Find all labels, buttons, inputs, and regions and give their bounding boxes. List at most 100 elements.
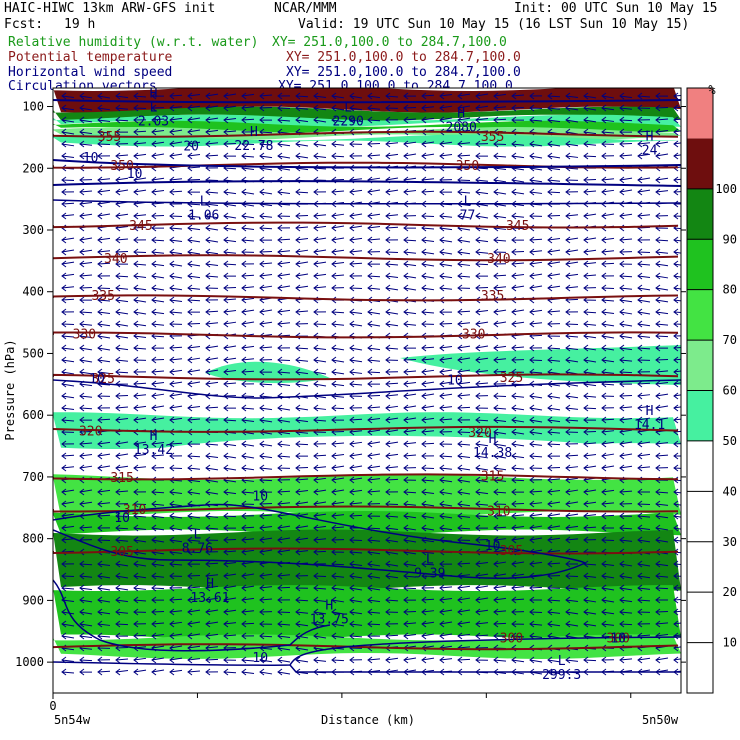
vector-arrow — [277, 152, 291, 160]
vector-arrow — [151, 524, 165, 532]
vector-arrow — [457, 380, 471, 388]
vector-arrow — [133, 260, 147, 268]
theta-contour — [53, 130, 679, 138]
vector-arrow — [475, 116, 489, 124]
vector-arrow — [673, 356, 681, 364]
vector-arrow — [169, 560, 183, 568]
vector-arrow — [151, 116, 165, 124]
vector-arrow — [115, 488, 129, 496]
vector-arrow — [655, 272, 669, 280]
vector-arrow — [529, 140, 543, 148]
vector-arrow — [205, 488, 219, 496]
vector-arrow — [295, 476, 309, 484]
vector-arrow — [529, 356, 543, 364]
vector-arrow — [511, 116, 525, 124]
extremum-value: 22.78 — [234, 139, 273, 154]
vector-arrow — [367, 452, 381, 460]
vector-arrow — [259, 608, 273, 616]
vector-arrow — [169, 320, 183, 328]
vector-arrow — [655, 92, 669, 100]
vector-arrow — [619, 416, 633, 424]
vector-arrow — [187, 596, 201, 604]
vector-arrow — [205, 104, 219, 112]
vector-arrow — [457, 428, 471, 436]
vector-arrow — [457, 308, 471, 316]
vector-arrow — [457, 368, 471, 376]
vector-arrow — [133, 464, 147, 472]
wind-contour-sfc — [53, 636, 681, 667]
y-tick-label: 400 — [22, 285, 44, 299]
vector-arrow — [385, 356, 399, 364]
vector-arrow — [169, 224, 183, 232]
vector-arrow — [529, 236, 543, 244]
vector-arrow — [547, 188, 561, 196]
vector-arrow — [295, 92, 309, 100]
vector-arrow — [457, 464, 471, 472]
theta-label: 300 — [606, 631, 629, 646]
vector-arrow — [565, 392, 579, 400]
vector-arrow — [61, 632, 75, 640]
vector-arrow — [133, 416, 147, 424]
vector-arrow — [61, 140, 75, 148]
vector-arrow — [673, 572, 681, 580]
vector-arrow — [475, 356, 489, 364]
vector-arrow — [403, 476, 417, 484]
vector-arrow — [223, 380, 237, 388]
vector-arrow — [61, 524, 75, 532]
vector-arrow — [511, 344, 525, 352]
vector-arrow — [205, 92, 219, 100]
colorbar-tick-label: 70 — [723, 333, 737, 347]
vector-arrow — [439, 416, 453, 424]
vector-arrow — [331, 344, 345, 352]
vector-arrow — [205, 344, 219, 352]
vector-arrow — [349, 440, 363, 448]
vector-arrow — [655, 596, 669, 604]
vector-arrow — [439, 404, 453, 412]
vector-arrow — [61, 92, 75, 100]
colorbar-band — [687, 239, 713, 290]
vector-arrow — [313, 356, 327, 364]
vector-arrow — [61, 308, 75, 316]
vector-arrow — [241, 236, 255, 244]
y-tick-label: 300 — [22, 223, 44, 237]
vector-arrow — [619, 596, 633, 604]
vector-arrow — [331, 512, 345, 520]
vector-arrow — [385, 428, 399, 436]
vector-arrow — [61, 176, 75, 184]
vector-arrow — [133, 212, 147, 220]
vector-arrow — [475, 272, 489, 280]
vector-arrow — [421, 236, 435, 244]
vector-arrow — [655, 152, 669, 160]
vector-arrow — [565, 140, 579, 148]
vector-arrow — [493, 416, 507, 424]
vector-arrow — [457, 188, 471, 196]
vector-arrow — [331, 620, 345, 628]
rh-band — [53, 106, 681, 121]
vector-arrow — [655, 416, 669, 424]
extremum-value: 13.75 — [310, 613, 349, 628]
vector-arrow — [313, 272, 327, 280]
vector-arrow — [205, 596, 219, 604]
vector-arrow — [547, 620, 561, 628]
vector-arrow — [457, 236, 471, 244]
vector-arrow — [169, 524, 183, 532]
vector-arrow — [151, 560, 165, 568]
vector-arrow — [151, 272, 165, 280]
vector-arrow — [79, 572, 93, 580]
vector-arrow — [619, 404, 633, 412]
theta-label: 340 — [487, 252, 510, 267]
vector-arrow — [79, 500, 93, 508]
vector-arrow — [601, 152, 615, 160]
vector-arrow — [205, 404, 219, 412]
vector-arrow — [97, 248, 111, 256]
vector-arrow — [565, 356, 579, 364]
vector-arrow — [259, 260, 273, 268]
vector-arrow — [61, 392, 75, 400]
vector-arrow — [277, 512, 291, 520]
vector-arrow — [205, 464, 219, 472]
vector-arrow — [115, 176, 129, 184]
vector-arrow — [349, 464, 363, 472]
vector-arrow — [601, 272, 615, 280]
vector-arrow — [565, 272, 579, 280]
vector-arrow — [457, 152, 471, 160]
